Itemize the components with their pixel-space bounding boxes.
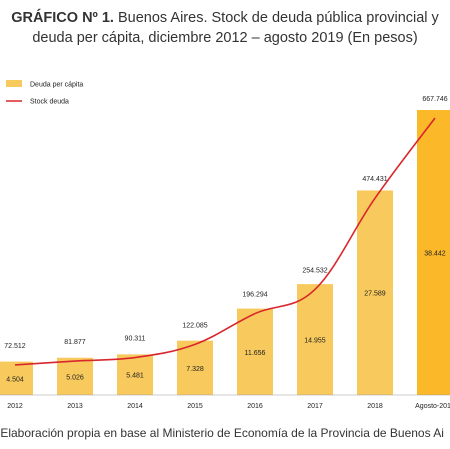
bar [0,361,33,395]
bar-value-label: 38.442 [424,251,446,258]
bar [237,308,273,395]
bar-value-label: 14.955 [304,338,326,345]
source-note: e: Elaboración propia en base al Ministe… [0,426,444,440]
line-value-label: 122.085 [182,322,207,329]
x-tick-label: 2015 [187,403,203,410]
bar-value-label: 5.026 [66,374,84,381]
x-tick-label: 2014 [127,403,143,410]
bar-value-label: 4.504 [6,376,24,383]
line-value-label: 81.877 [64,339,86,346]
title-number: GRÁFICO Nº 1. [11,10,114,26]
chart: Deuda per cápita Stock deuda 4.504 72.512… [0,80,450,410]
line-series [14,117,436,366]
bar [417,110,450,395]
line-value-label: 196.294 [242,292,267,299]
x-tick-labels: 2012 2013 2014 2015 2016 2017 2018 Agosto-2019 [7,403,450,410]
legend-line-label: Stock deuda [30,99,69,106]
bar-value-label: 11.656 [245,350,266,357]
x-tick-label: 2016 [247,403,263,410]
data-labels: 4.504 72.512 5.026 81.877 5.481 90.311 7.328 12… [4,96,447,383]
bar-series [0,110,450,395]
line-value-label: 72.512 [4,343,26,350]
title-line-1: GRÁFICO Nº 1. Buenos Aires. Stock de deu… [0,8,450,28]
line-value-label: 90.311 [125,336,146,343]
line-value-label: 474.431 [362,176,387,183]
bar [117,354,153,395]
stock-line [14,117,436,366]
bar-value-label: 5.481 [126,373,144,380]
x-tick-label: 2018 [367,403,383,410]
legend: Deuda per cápita Stock deuda [6,80,83,106]
bar [57,357,93,395]
bar-value-label: 27.589 [364,291,386,298]
x-tick-label: 2012 [7,403,23,410]
source-note-wrap: e: Elaboración propia en base al Ministe… [0,426,450,446]
chart-title: GRÁFICO Nº 1. Buenos Aires. Stock de deu… [0,8,450,48]
x-tick-label: Agosto-2019 [415,403,450,410]
bar [297,284,333,395]
bar [357,190,393,395]
x-tick-label: 2017 [307,403,323,410]
line-value-label: 254.532 [302,267,327,274]
line-value-label: 667.746 [422,96,447,103]
legend-bar-label: Deuda per cápita [30,82,83,89]
title-line-2: deuda per cápita, diciembre 2012 – agost… [32,30,418,46]
x-tick-label: 2013 [67,403,83,410]
bar-value-label: 7.328 [186,366,204,373]
title-text-1: Buenos Aires. Stock de deuda pública pro… [113,10,439,26]
bar [177,340,213,395]
legend-bar-swatch [6,80,22,87]
